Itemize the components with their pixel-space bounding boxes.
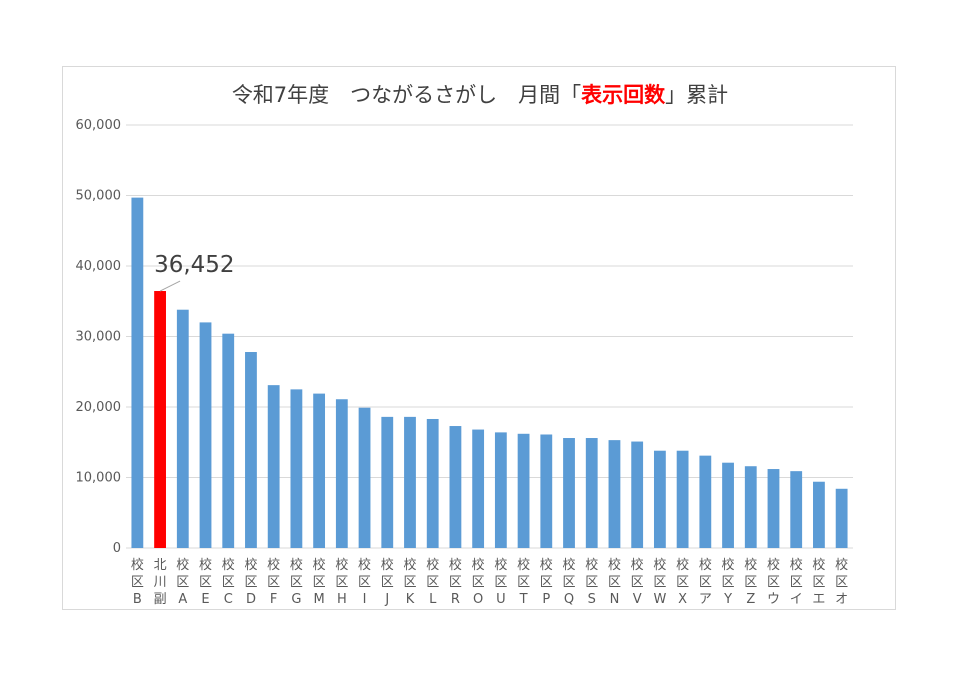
bar [381, 416, 394, 548]
bar [245, 352, 257, 548]
bar [472, 429, 485, 548]
bar [199, 322, 212, 548]
x-category-label: 校区 L [426, 557, 439, 607]
gridlines [126, 124, 853, 549]
x-category-label: 校区 M [313, 557, 326, 607]
chart-title-prefix: 令和7年度 つながるさがし 月間「 [232, 83, 581, 107]
chart-title-highlight: 表示回数 [581, 83, 666, 107]
x-category-label: 校区 N [608, 557, 621, 607]
y-tick-label: 10,000 [76, 471, 122, 486]
chart-title: 令和7年度 つながるさがし 月間「表示回数」累計 [232, 83, 728, 107]
x-category-label: 校区 H [335, 557, 348, 607]
chart-title-suffix: 」累計 [665, 83, 728, 107]
bar [358, 407, 371, 548]
bar [517, 433, 530, 548]
bars [131, 197, 848, 549]
bar [835, 488, 848, 548]
x-category-label: 校区ウ [767, 557, 780, 607]
bar [313, 393, 326, 548]
x-category-label: 校区 A [176, 557, 189, 607]
bar [131, 197, 144, 549]
bar [653, 450, 666, 548]
chart-container: 令和7年度 つながるさがし 月間「表示回数」累計 0 10,000 20,000 30… [62, 66, 896, 610]
x-category-label: 校区 V [631, 557, 644, 607]
bar [222, 333, 235, 548]
y-tick-label: 0 [113, 541, 121, 556]
x-category-label: 校区 Z [744, 557, 757, 607]
y-axis-tick-labels: 0 10,000 20,000 30,000 40,000 50,000 60,000 [76, 118, 122, 556]
x-category-label: 校区 G [290, 557, 303, 607]
bar [426, 418, 439, 548]
x-category-label: 校区 Q [563, 557, 576, 607]
x-category-label: 校区 J [381, 557, 394, 607]
bar [267, 385, 280, 548]
x-category-label: 校区 E [199, 557, 212, 607]
y-tick-label: 60,000 [76, 118, 122, 133]
x-category-label: 校区 C [222, 557, 235, 607]
x-category-label: 校区 R [449, 557, 462, 607]
x-category-label: 校区 Y [722, 557, 735, 607]
bar-highlight [154, 291, 166, 548]
x-category-label: 校区 P [540, 557, 553, 607]
bar [699, 455, 712, 548]
bar [744, 466, 757, 548]
highlight-callout: 36,452 [154, 252, 235, 292]
x-category-label: 校区 F [267, 557, 280, 607]
x-category-label: 校区イ [790, 557, 803, 607]
bar [404, 416, 416, 548]
x-category-label: 北川副 [154, 558, 167, 607]
x-category-label: 校区 T [517, 557, 530, 607]
y-tick-label: 20,000 [76, 400, 122, 415]
x-category-label: 校区 K [403, 557, 416, 607]
bar [813, 481, 825, 548]
bar [176, 309, 189, 548]
x-category-label: 校区 W [653, 557, 666, 607]
y-tick-label: 40,000 [76, 259, 122, 274]
bar [676, 450, 689, 548]
bar [722, 462, 734, 548]
bar [290, 389, 303, 548]
bar [767, 469, 780, 548]
x-category-label: 校区 D [244, 557, 257, 607]
callout-leader-line [159, 280, 181, 292]
y-tick-label: 50,000 [76, 189, 122, 204]
bar [563, 438, 575, 548]
y-tick-label: 30,000 [76, 330, 122, 345]
bar [585, 438, 598, 548]
x-category-label: 校区オ [835, 557, 848, 607]
bar [494, 432, 507, 548]
x-category-label: 校区エ [812, 557, 825, 607]
bar-chart: 令和7年度 つながるさがし 月間「表示回数」累計 0 10,000 20,000 30… [76, 83, 853, 607]
x-category-label: 校区ア [699, 557, 712, 607]
x-category-label: 校区 S [585, 557, 598, 607]
bar [540, 434, 553, 548]
bar [790, 471, 803, 548]
bar [608, 440, 621, 548]
x-category-label: 校区 U [494, 557, 507, 607]
highlight-data-label: 36,452 [154, 252, 234, 278]
x-category-label: 校区 B [131, 557, 144, 607]
bar [631, 441, 644, 548]
bar [449, 426, 462, 548]
x-category-label: 校区 X [676, 557, 689, 607]
x-category-label: 校区 O [472, 557, 485, 607]
x-category-label: 校区 I [358, 557, 371, 607]
bar [335, 399, 348, 548]
